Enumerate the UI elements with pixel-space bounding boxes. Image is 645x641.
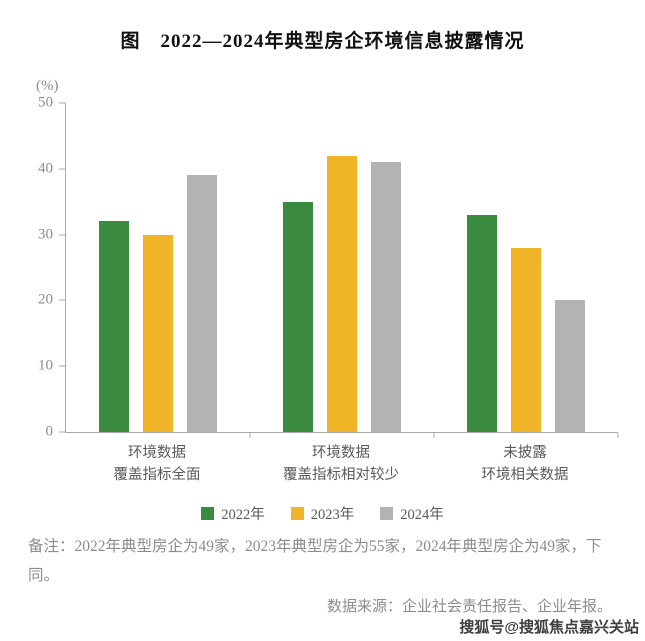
bar-2023年-group2 [327, 155, 357, 432]
data-source-text: 数据来源：企业社会责任报告、企业年报。 [326, 599, 612, 615]
legend-label: 2024年 [400, 507, 444, 523]
bar-group [66, 103, 250, 432]
x-tick-mark [617, 433, 619, 438]
plot-area: 0 10 20 30 40 50 [38, 95, 619, 439]
legend-item: 2023年 [290, 503, 355, 524]
legend-label: 2023年 [310, 507, 355, 523]
x-axis-labels: 环境数据 覆盖指标全面 环境数据 覆盖指标相对较少 未披露 环境相关数据 [65, 442, 617, 487]
notes-text: 备注：2022年典型房企为49家，2023年典型房企为55家，2024年典型房企… [28, 538, 602, 584]
legend-swatch [290, 507, 304, 520]
y-tick-label: 0 [45, 423, 54, 440]
legend-swatch [201, 507, 215, 520]
y-axis-unit-label: (%) [36, 78, 59, 94]
legend: 2022年 2023年 2024年 [0, 503, 645, 524]
bar-2023年-group3 [511, 247, 541, 432]
bar-2024年-group2 [371, 162, 401, 432]
category-label: 环境数据 覆盖指标相对较少 [283, 445, 399, 484]
y-tick-mark [59, 299, 66, 301]
chart-title: 图 2022—2024年典型房企环境信息披露情况 [120, 31, 525, 52]
legend-label: 2022年 [221, 507, 265, 523]
y-tick-mark [59, 102, 66, 104]
bar-2024年-group3 [555, 300, 585, 432]
legend-item: 2022年 [201, 503, 265, 524]
x-tick-mark [433, 433, 435, 438]
y-tick-mark [59, 234, 66, 236]
y-tick-label: 30 [38, 226, 53, 243]
category-label: 未披露 环境相关数据 [481, 445, 569, 484]
watermark-text: 搜狐号@搜狐焦点嘉兴关站 [459, 619, 639, 636]
x-tick-mark [249, 433, 251, 438]
bar-2022年-group2 [283, 201, 313, 432]
legend-item: 2024年 [380, 503, 444, 524]
bar-2023年-group1 [143, 234, 173, 432]
bar-2024年-group1 [187, 175, 217, 432]
bar-groups [66, 103, 618, 432]
y-tick-mark [59, 431, 66, 433]
bar-group [250, 103, 434, 432]
y-tick-mark [59, 365, 66, 367]
bar-2022年-group1 [99, 221, 129, 432]
y-tick-label: 20 [38, 291, 53, 308]
category-label: 环境数据 覆盖指标全面 [113, 445, 201, 484]
y-tick-label: 40 [38, 160, 53, 177]
y-tick-label: 50 [38, 94, 53, 111]
y-tick-mark [59, 168, 66, 170]
bar-2022年-group3 [467, 214, 497, 432]
bar-group [434, 103, 618, 432]
y-tick-label: 10 [38, 357, 53, 374]
legend-swatch [380, 507, 394, 520]
